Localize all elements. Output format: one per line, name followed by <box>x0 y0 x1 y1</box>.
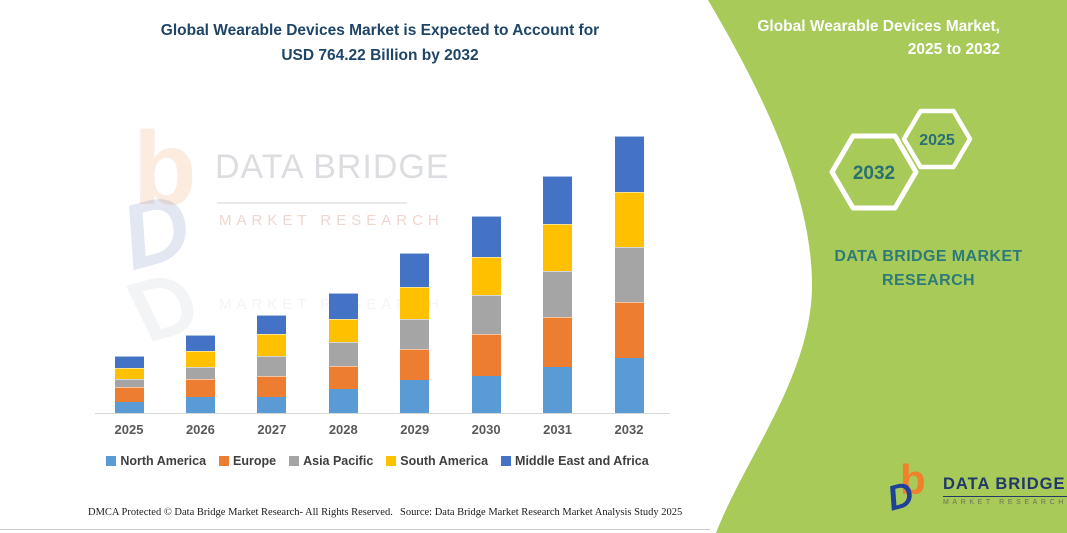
page-title-line1: Global Wearable Devices Market is Expect… <box>160 22 600 39</box>
bar-segment-2030-north-america <box>471 376 501 413</box>
x-axis-label-2029: 2029 <box>400 422 430 437</box>
legend-swatch <box>289 456 300 466</box>
legend-swatch <box>106 456 117 466</box>
bar-segment-2030-asia-pacific <box>471 294 501 334</box>
bar-segment-2025-north-america <box>114 402 144 413</box>
bar-segment-2026-asia-pacific <box>185 367 215 379</box>
hexagon-badges: 2032 2025 <box>829 108 973 211</box>
chart-legend: North America Europe Asia Pacific South Ame… <box>80 454 675 468</box>
bar-segment-2025-asia-pacific <box>114 378 144 388</box>
bar-chart-plot-area <box>95 100 670 414</box>
legend-label: South America <box>400 454 489 468</box>
x-axis-label-2031: 2031 <box>543 422 573 437</box>
bar-segment-2026-europe <box>185 378 215 398</box>
legend-label: Europe <box>233 454 277 468</box>
panel-heading: Global Wearable Devices Market, 2025 to … <box>670 15 1000 61</box>
bar-segment-2027-north-america <box>257 397 287 413</box>
legend-label: North America <box>120 454 207 468</box>
legend-swatch <box>501 456 512 466</box>
legend-item-north-america: North America <box>106 454 206 468</box>
logo-sub: MARKET RESEARCH <box>943 499 1067 506</box>
hexagon-2032-icon <box>829 133 919 211</box>
bar-segment-2031-north-america <box>543 367 573 413</box>
bar-segment-2027-asia-pacific <box>257 356 287 377</box>
hexagon-2032-label: 2032 <box>853 163 895 184</box>
bar-segment-2032-north-america <box>614 357 644 413</box>
legend-swatch <box>386 456 397 466</box>
x-axis-label-2027: 2027 <box>257 422 287 437</box>
panel-brand-text: DATA BRIDGE MARKET RESEARCH <box>816 245 1041 293</box>
bar-segment-2028-south-america <box>328 319 358 342</box>
bar-segment-2031-europe <box>543 317 573 368</box>
bar-segment-2030-middle-east-and-africa <box>471 215 501 257</box>
bar-segment-2025-europe <box>114 387 144 403</box>
bar-segment-2028-north-america <box>328 388 358 413</box>
page-title: Global Wearable Devices Market is Expect… <box>55 18 705 68</box>
bar-segment-2026-south-america <box>185 350 215 368</box>
bar-segment-2026-middle-east-and-africa <box>185 335 215 351</box>
legend-item-middle-east-and-africa: Middle East and Africa <box>501 454 649 468</box>
logo-b-icon: b <box>900 456 926 503</box>
hexagon-2025-icon <box>901 108 973 170</box>
legend-label: Middle East and Africa <box>515 454 649 468</box>
footer-dmca-text: DMCA Protected © Data Bridge Market Rese… <box>88 507 393 518</box>
logo-brand: DATA BRIDGE <box>943 475 1067 497</box>
bar-segment-2029-south-america <box>400 286 430 320</box>
bar-segment-2027-europe <box>257 376 287 398</box>
bar-segment-2027-south-america <box>257 333 287 357</box>
bar-segment-2026-north-america <box>185 397 215 413</box>
bar-segment-2028-middle-east-and-africa <box>328 293 358 320</box>
x-axis-labels: 2025 2026 2027 2028 2029 2030 2031 2032 <box>95 422 670 442</box>
bar-segment-2025-south-america <box>114 368 144 379</box>
panel-brand-line2: RESEARCH <box>882 272 975 289</box>
bar-segment-2032-asia-pacific <box>614 246 644 303</box>
footer-divider <box>0 529 710 530</box>
legend-label: Asia Pacific <box>303 454 374 468</box>
databridge-logo: b D DATA BRIDGE MARKET RESEARCH <box>883 456 1067 526</box>
bar-segment-2027-middle-east-and-africa <box>257 315 287 334</box>
databridge-logo-icon: b D <box>883 456 939 522</box>
legend-item-asia-pacific: Asia Pacific <box>289 454 373 468</box>
bar-segment-2029-asia-pacific <box>400 319 430 350</box>
bar-segment-2032-europe <box>614 302 644 358</box>
panel-heading-line2: 2025 to 2032 <box>907 41 1000 58</box>
legend-item-south-america: South America <box>386 454 488 468</box>
x-axis-label-2026: 2026 <box>185 422 215 437</box>
bar-segment-2031-asia-pacific <box>543 270 573 318</box>
bar-segment-2029-north-america <box>400 380 430 413</box>
x-axis-label-2028: 2028 <box>328 422 358 437</box>
panel-brand-line1: DATA BRIDGE MARKET <box>834 248 1023 265</box>
page-title-line2: USD 764.22 Billion by 2032 <box>281 47 479 64</box>
legend-item-europe: Europe <box>219 454 276 468</box>
bar-segment-2032-south-america <box>614 191 644 247</box>
hexagon-2025-label: 2025 <box>919 132 955 149</box>
x-axis-label-2030: 2030 <box>471 422 501 437</box>
bar-segment-2030-south-america <box>471 256 501 295</box>
logo-text-block: DATA BRIDGE MARKET RESEARCH <box>943 475 1067 506</box>
bar-segment-2028-asia-pacific <box>328 341 358 367</box>
legend-swatch <box>219 456 230 466</box>
bar-segment-2030-europe <box>471 333 501 377</box>
bar-segment-2032-middle-east-and-africa <box>614 136 644 192</box>
bar-segment-2031-middle-east-and-africa <box>543 175 573 224</box>
footer-source-text: Source: Data Bridge Market Research Mark… <box>400 507 683 518</box>
panel-heading-line1: Global Wearable Devices Market, <box>757 18 1000 35</box>
bar-segment-2029-europe <box>400 349 430 381</box>
bar-segment-2028-europe <box>328 366 358 389</box>
bar-segment-2029-middle-east-and-africa <box>400 253 430 287</box>
x-axis-label-2025: 2025 <box>114 422 144 437</box>
bar-segment-2025-middle-east-and-africa <box>114 355 144 369</box>
bar-segment-2031-south-america <box>543 223 573 271</box>
x-axis-label-2032: 2032 <box>614 422 644 437</box>
